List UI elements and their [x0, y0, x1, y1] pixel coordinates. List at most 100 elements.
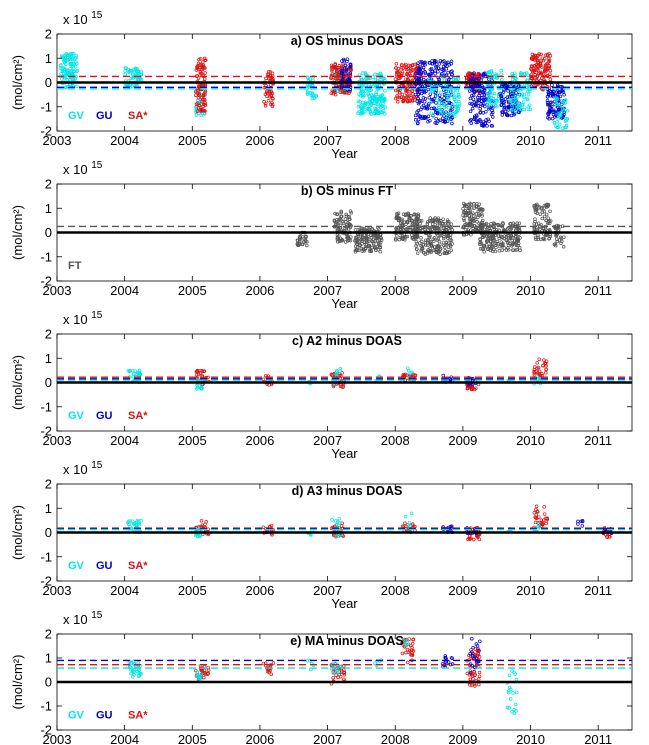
x-tick-label: 2003: [43, 433, 72, 448]
data-point-gu: [419, 107, 423, 112]
data-point-ft: [435, 247, 439, 252]
data-point-gu: [561, 90, 565, 94]
data-point-sastar: [203, 103, 208, 107]
x-axis-label: Year: [331, 146, 358, 161]
data-point-sastar: [542, 505, 546, 509]
data-point-gv: [359, 91, 363, 95]
data-point-gv: [506, 690, 511, 695]
data-point-ft: [486, 238, 490, 243]
data-point-gu: [561, 88, 565, 92]
y-exponent-label: x 10 15: [63, 460, 103, 477]
data-point-ft: [514, 235, 518, 239]
data-point-sastar: [466, 386, 470, 390]
data-point-sastar: [199, 518, 204, 523]
data-point-sastar: [197, 104, 202, 108]
y-tick-label: 0: [45, 525, 52, 540]
data-point-gv: [554, 101, 559, 105]
data-point-gv: [495, 104, 499, 109]
data-point-ft: [481, 218, 485, 223]
data-point-ft: [426, 225, 430, 230]
y-tick-label: 2: [45, 327, 52, 342]
data-point-sastar: [262, 85, 266, 90]
data-point-sastar: [538, 72, 543, 76]
data-point-gv: [556, 111, 560, 116]
data-point-gv: [137, 521, 141, 526]
data-point-ft: [533, 219, 537, 224]
legend-label-sastar: SA*: [128, 110, 148, 122]
data-point-sastar: [539, 52, 543, 57]
data-point-gv: [138, 77, 143, 81]
data-point-ft: [448, 238, 452, 242]
data-point-sastar: [406, 63, 411, 68]
data-point-gv: [556, 117, 560, 121]
data-point-gu: [551, 93, 556, 97]
legend-label-sastar: SA*: [128, 709, 148, 721]
data-point-sastar: [468, 677, 473, 682]
data-point-gv: [510, 90, 514, 94]
data-point-ft: [423, 241, 428, 245]
data-point-gv: [61, 55, 66, 59]
data-point-gv: [410, 370, 414, 375]
data-point-gv: [528, 84, 532, 89]
data-point-gv: [451, 88, 456, 93]
data-point-gv: [513, 109, 518, 114]
data-point-gu: [470, 106, 475, 111]
data-point-ft: [511, 248, 516, 252]
y-axis-label: (mol/cm²): [10, 355, 25, 410]
data-point-sastar: [544, 364, 548, 368]
data-point-ft: [513, 239, 517, 243]
data-point-sastar: [529, 56, 534, 60]
data-point-sastar: [270, 104, 275, 109]
data-point-gv: [368, 109, 373, 113]
data-point-gu: [340, 70, 345, 74]
data-point-sastar: [268, 77, 273, 81]
data-point-ft: [562, 235, 566, 239]
data-point-gu: [344, 67, 349, 71]
data-point-gv: [515, 84, 519, 88]
data-point-gv: [564, 123, 569, 128]
data-point-ft: [504, 248, 509, 252]
data-point-gv: [516, 94, 520, 99]
data-point-gu: [484, 109, 488, 114]
data-point-sastar: [198, 57, 203, 61]
data-point-sastar: [203, 109, 207, 113]
data-point-gv: [130, 84, 134, 89]
data-point-gv: [334, 523, 339, 527]
data-point-ft: [538, 212, 543, 216]
data-point-gu: [427, 72, 431, 77]
data-point-sastar: [411, 68, 416, 72]
data-point-gv: [311, 93, 315, 97]
y-exponent-power: 15: [91, 160, 103, 171]
data-point-gv: [564, 118, 568, 123]
data-point-gv: [199, 386, 203, 390]
data-point-gu: [545, 100, 550, 105]
data-point-ft: [464, 227, 468, 232]
data-point-gu: [416, 121, 420, 125]
data-point-ft: [333, 211, 337, 216]
y-exponent-label: x 10 15: [63, 310, 103, 327]
data-point-gu: [472, 77, 476, 81]
data-point-gv: [338, 366, 343, 371]
data-point-gv: [457, 102, 462, 106]
data-point-ft: [304, 235, 308, 239]
x-tick-label: 2005: [178, 732, 207, 745]
data-point-ft: [429, 243, 434, 248]
data-point-gu: [470, 636, 474, 641]
data-point-ft: [461, 225, 465, 230]
data-point-gv: [360, 71, 365, 75]
data-point-gu: [426, 114, 431, 119]
data-point-gv: [356, 105, 361, 109]
y-tick-label: -2: [40, 424, 52, 439]
data-point-gv: [335, 369, 339, 373]
data-point-gv: [526, 97, 530, 102]
data-point-ft: [539, 237, 543, 242]
data-point-gv: [516, 101, 521, 105]
data-point-sastar: [411, 638, 415, 642]
data-point-gv: [405, 523, 410, 527]
data-point-gv: [521, 100, 526, 104]
y-tick-label: 1: [45, 51, 52, 66]
data-point-sastar: [475, 648, 480, 652]
data-point-gu: [438, 58, 443, 63]
data-point-ft: [555, 239, 560, 244]
